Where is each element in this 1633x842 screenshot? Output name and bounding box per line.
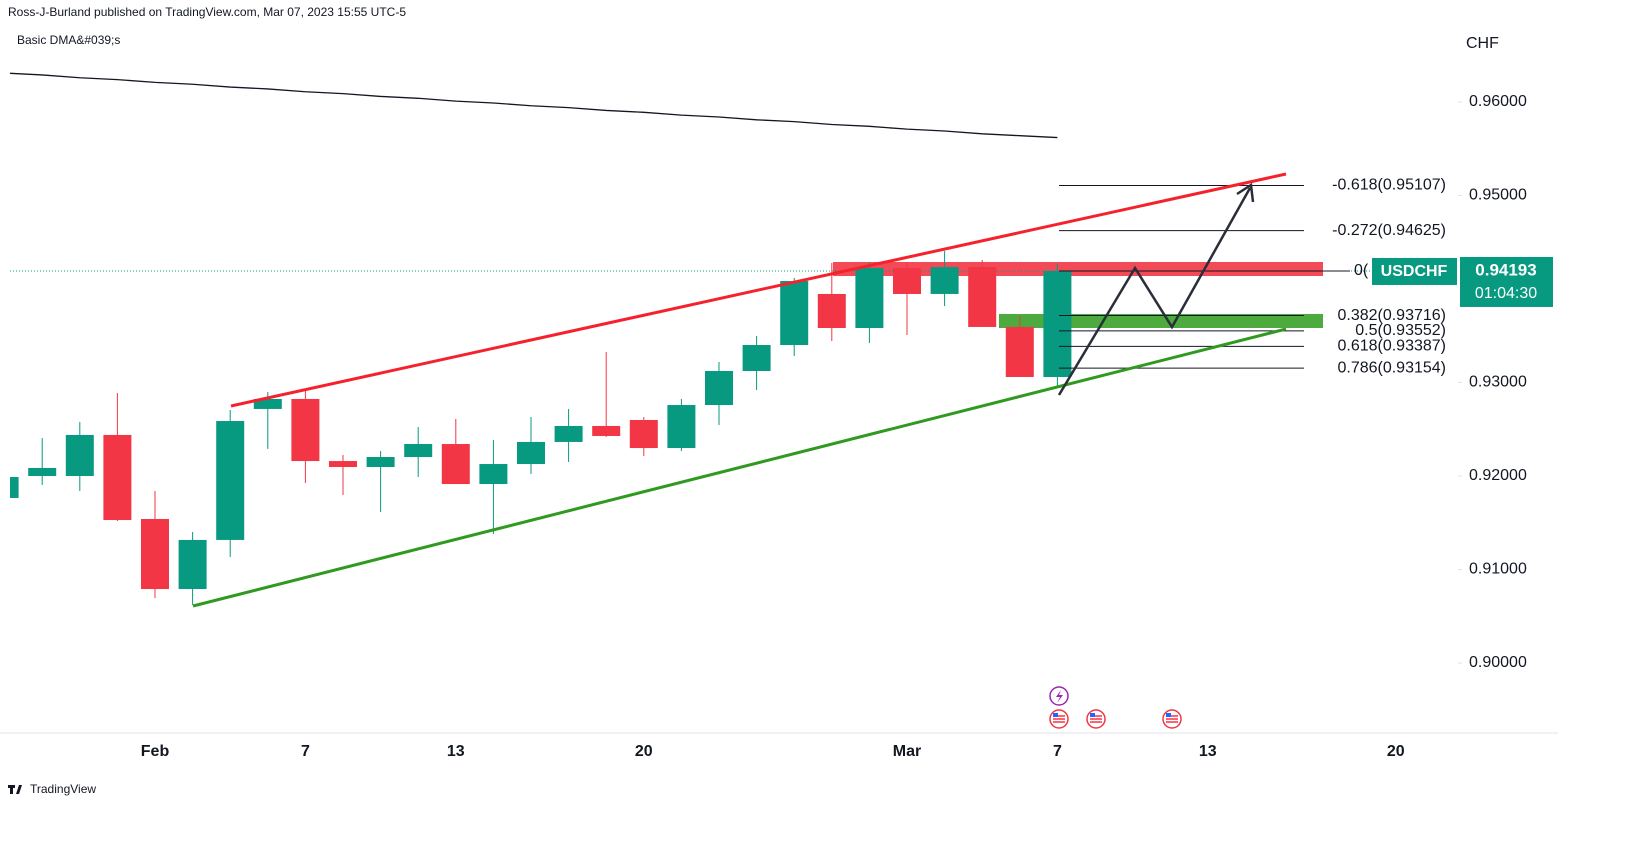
y-tick-label: 0.92000 [1469,467,1527,484]
candle-body [705,371,733,406]
candle-body [893,267,921,294]
publish-info: Ross-J-Burland published on TradingView.… [8,5,406,19]
candle-body [253,398,282,409]
dma-line [10,72,1058,139]
x-tick-label: 7 [301,743,310,760]
event-bolt [1056,690,1063,703]
x-tick-label: Feb [141,743,170,760]
candle-body [366,457,395,468]
candle-body [216,421,245,540]
candle-body [554,425,583,442]
candle-body [479,464,508,485]
y-tick-label: 0.91000 [1469,561,1527,578]
candle-body [667,405,696,449]
x-tick-label: 13 [1199,743,1217,760]
candle-body [441,444,470,485]
candle-body [291,398,320,462]
fib-level-label: 0.786(0.93154) [1337,359,1446,376]
us-flag-icon[interactable] [1049,709,1069,729]
candle-body [65,434,94,476]
price-tag-countdown: 01:04:30 [1475,285,1537,302]
arrow-head [1236,182,1255,203]
fib-level-label: 0.5(0.93552) [1355,322,1446,339]
x-tick-label: 13 [447,743,465,760]
fib-level-label: 0( [1354,262,1369,279]
candle-body [817,293,846,328]
candle-body [28,467,57,476]
y-tick-label: 0.95000 [1469,187,1527,204]
candle-body [517,441,545,465]
symbol-tag [1372,257,1457,285]
fib-level-label: -0.272(0.94625) [1332,222,1446,239]
x-tick-label: 20 [635,743,653,760]
candle-body [1005,326,1034,377]
candle-body [780,280,809,346]
candle-body [968,267,997,327]
candle-body [629,419,658,449]
us-flag-icon[interactable] [1162,709,1182,729]
drawings [192,172,1287,608]
y-tick-label: 0.93000 [1469,374,1527,391]
candle-body [930,267,959,294]
plot-area [10,72,1372,606]
support-trendline [192,327,1287,608]
x-tick-label: 7 [1053,743,1062,760]
candle-body [103,434,132,521]
fib-level-label: 0.618(0.93387) [1337,338,1446,355]
fib-level-label: 0.382(0.93716) [1337,307,1446,324]
price-tag [1460,256,1553,307]
resistance-trendline [230,172,1287,408]
candle-body [10,477,19,498]
candle-body [141,518,169,590]
candle-body [1043,270,1072,377]
candle-body [855,267,884,328]
candle-body [404,444,433,458]
brand-name: TradingView [30,782,96,796]
symbol-label: USDCHF [1381,263,1448,280]
us-flag-icon[interactable] [1086,709,1106,729]
indicator-label: Basic DMA&#039;s [17,33,120,47]
price-tag-value: 0.94193 [1475,260,1536,279]
x-tick-label: 20 [1387,743,1405,760]
currency-label: CHF [1466,35,1499,52]
price-zone [999,313,1323,328]
event-icons [1049,686,1182,729]
fib-level-label: -0.618(0.95107) [1332,177,1446,194]
candle-body [742,345,771,372]
y-tick-label: 0.90000 [1469,654,1527,671]
x-tick-label: Mar [893,743,921,760]
candle-body [592,425,621,436]
y-tick-label: 0.96000 [1469,93,1527,110]
candle-body [178,539,207,590]
projection-arrow [1057,187,1252,396]
brand-logo: TradingView [8,782,96,796]
candle-body [329,461,357,468]
